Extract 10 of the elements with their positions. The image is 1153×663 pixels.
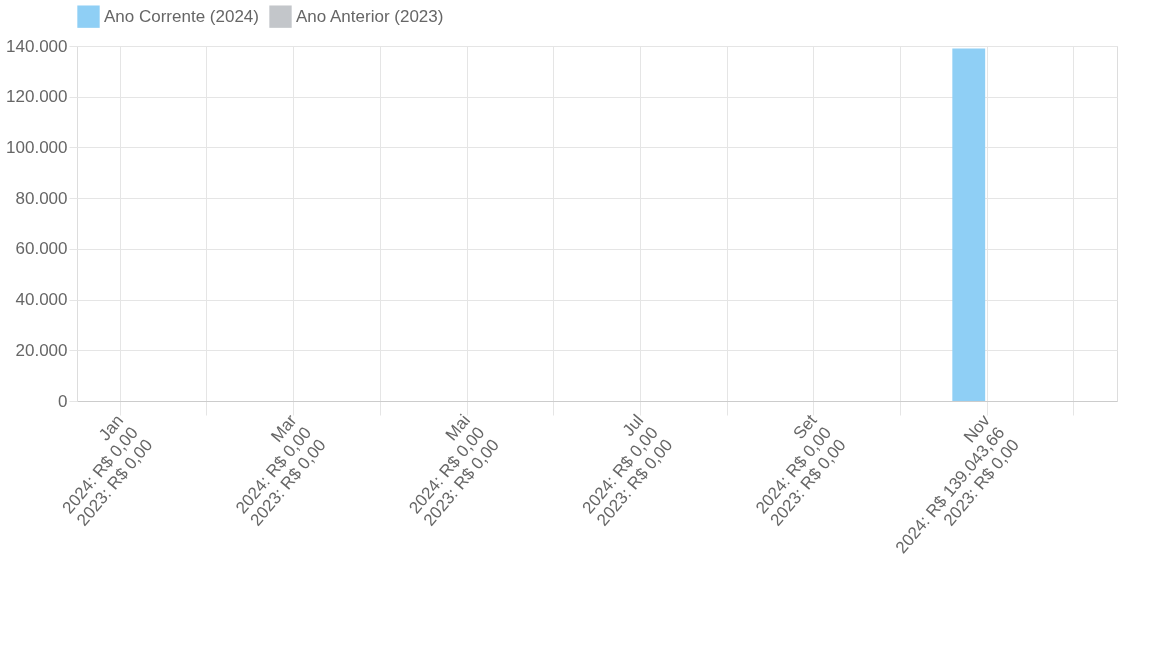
legend-label: Ano Corrente (2024) (104, 6, 259, 26)
y-tick-label: 20.000 (15, 340, 68, 360)
y-tick-label: 60.000 (15, 239, 68, 259)
y-tick-label: 40.000 (15, 290, 68, 310)
y-tick-label: 80.000 (15, 188, 68, 208)
y-tick-label: 100.000 (6, 137, 68, 157)
y-tick-label: 140.000 (6, 36, 68, 56)
legend-label: Ano Anterior (2023) (296, 6, 444, 26)
y-tick-label: 0 (58, 391, 68, 411)
y-tick-label: 120.000 (6, 87, 68, 107)
